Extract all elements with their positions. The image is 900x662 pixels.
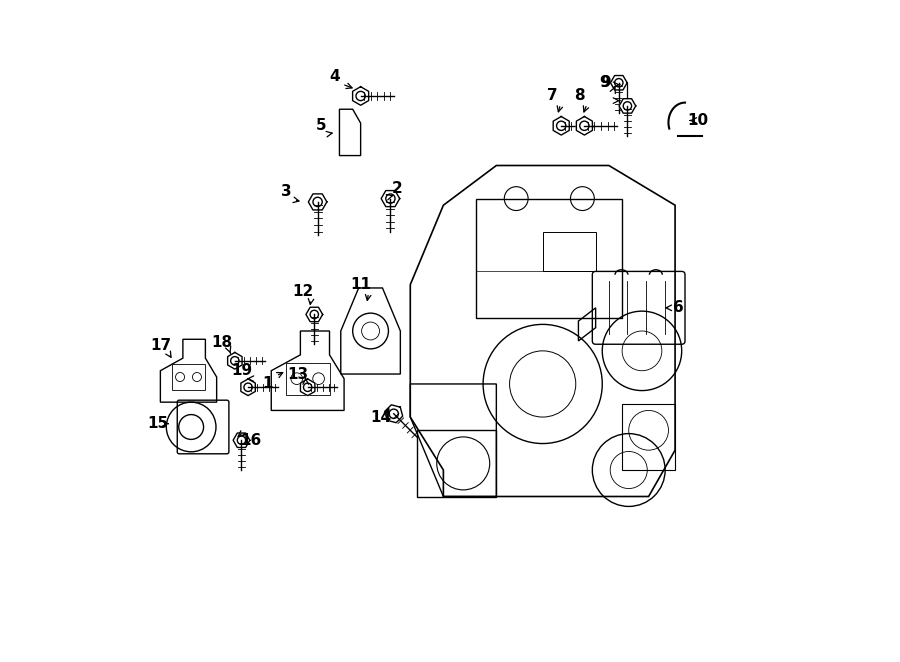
Text: 16: 16	[241, 433, 262, 448]
Text: 5: 5	[316, 118, 326, 133]
Polygon shape	[301, 379, 315, 396]
Text: 3: 3	[281, 185, 291, 199]
Text: 19: 19	[231, 363, 252, 378]
Bar	[476, 199, 622, 318]
Polygon shape	[306, 307, 322, 322]
Text: 1: 1	[263, 377, 274, 391]
Bar	[622, 404, 675, 470]
Polygon shape	[233, 433, 250, 448]
Text: 10: 10	[688, 113, 709, 128]
Text: 6: 6	[673, 301, 684, 315]
Text: 2: 2	[392, 181, 402, 196]
Polygon shape	[309, 194, 327, 210]
Text: 15: 15	[147, 416, 168, 431]
Text: 9: 9	[600, 75, 611, 90]
Text: 13: 13	[287, 367, 309, 381]
Text: 7: 7	[547, 89, 558, 103]
Text: 12: 12	[292, 284, 314, 299]
Polygon shape	[554, 117, 569, 135]
Polygon shape	[241, 379, 256, 396]
Text: 4: 4	[328, 69, 339, 83]
Text: 14: 14	[370, 410, 392, 424]
Bar	[543, 232, 596, 271]
Polygon shape	[619, 99, 635, 113]
Polygon shape	[228, 352, 242, 369]
Polygon shape	[385, 404, 402, 423]
Text: 9: 9	[598, 75, 609, 90]
Text: 8: 8	[574, 89, 584, 103]
Text: 17: 17	[150, 338, 171, 353]
Text: 18: 18	[211, 336, 232, 350]
Polygon shape	[382, 191, 400, 207]
Text: 11: 11	[350, 277, 371, 292]
Polygon shape	[576, 117, 592, 135]
Polygon shape	[353, 87, 369, 105]
Bar	[417, 430, 496, 496]
Polygon shape	[610, 75, 627, 90]
